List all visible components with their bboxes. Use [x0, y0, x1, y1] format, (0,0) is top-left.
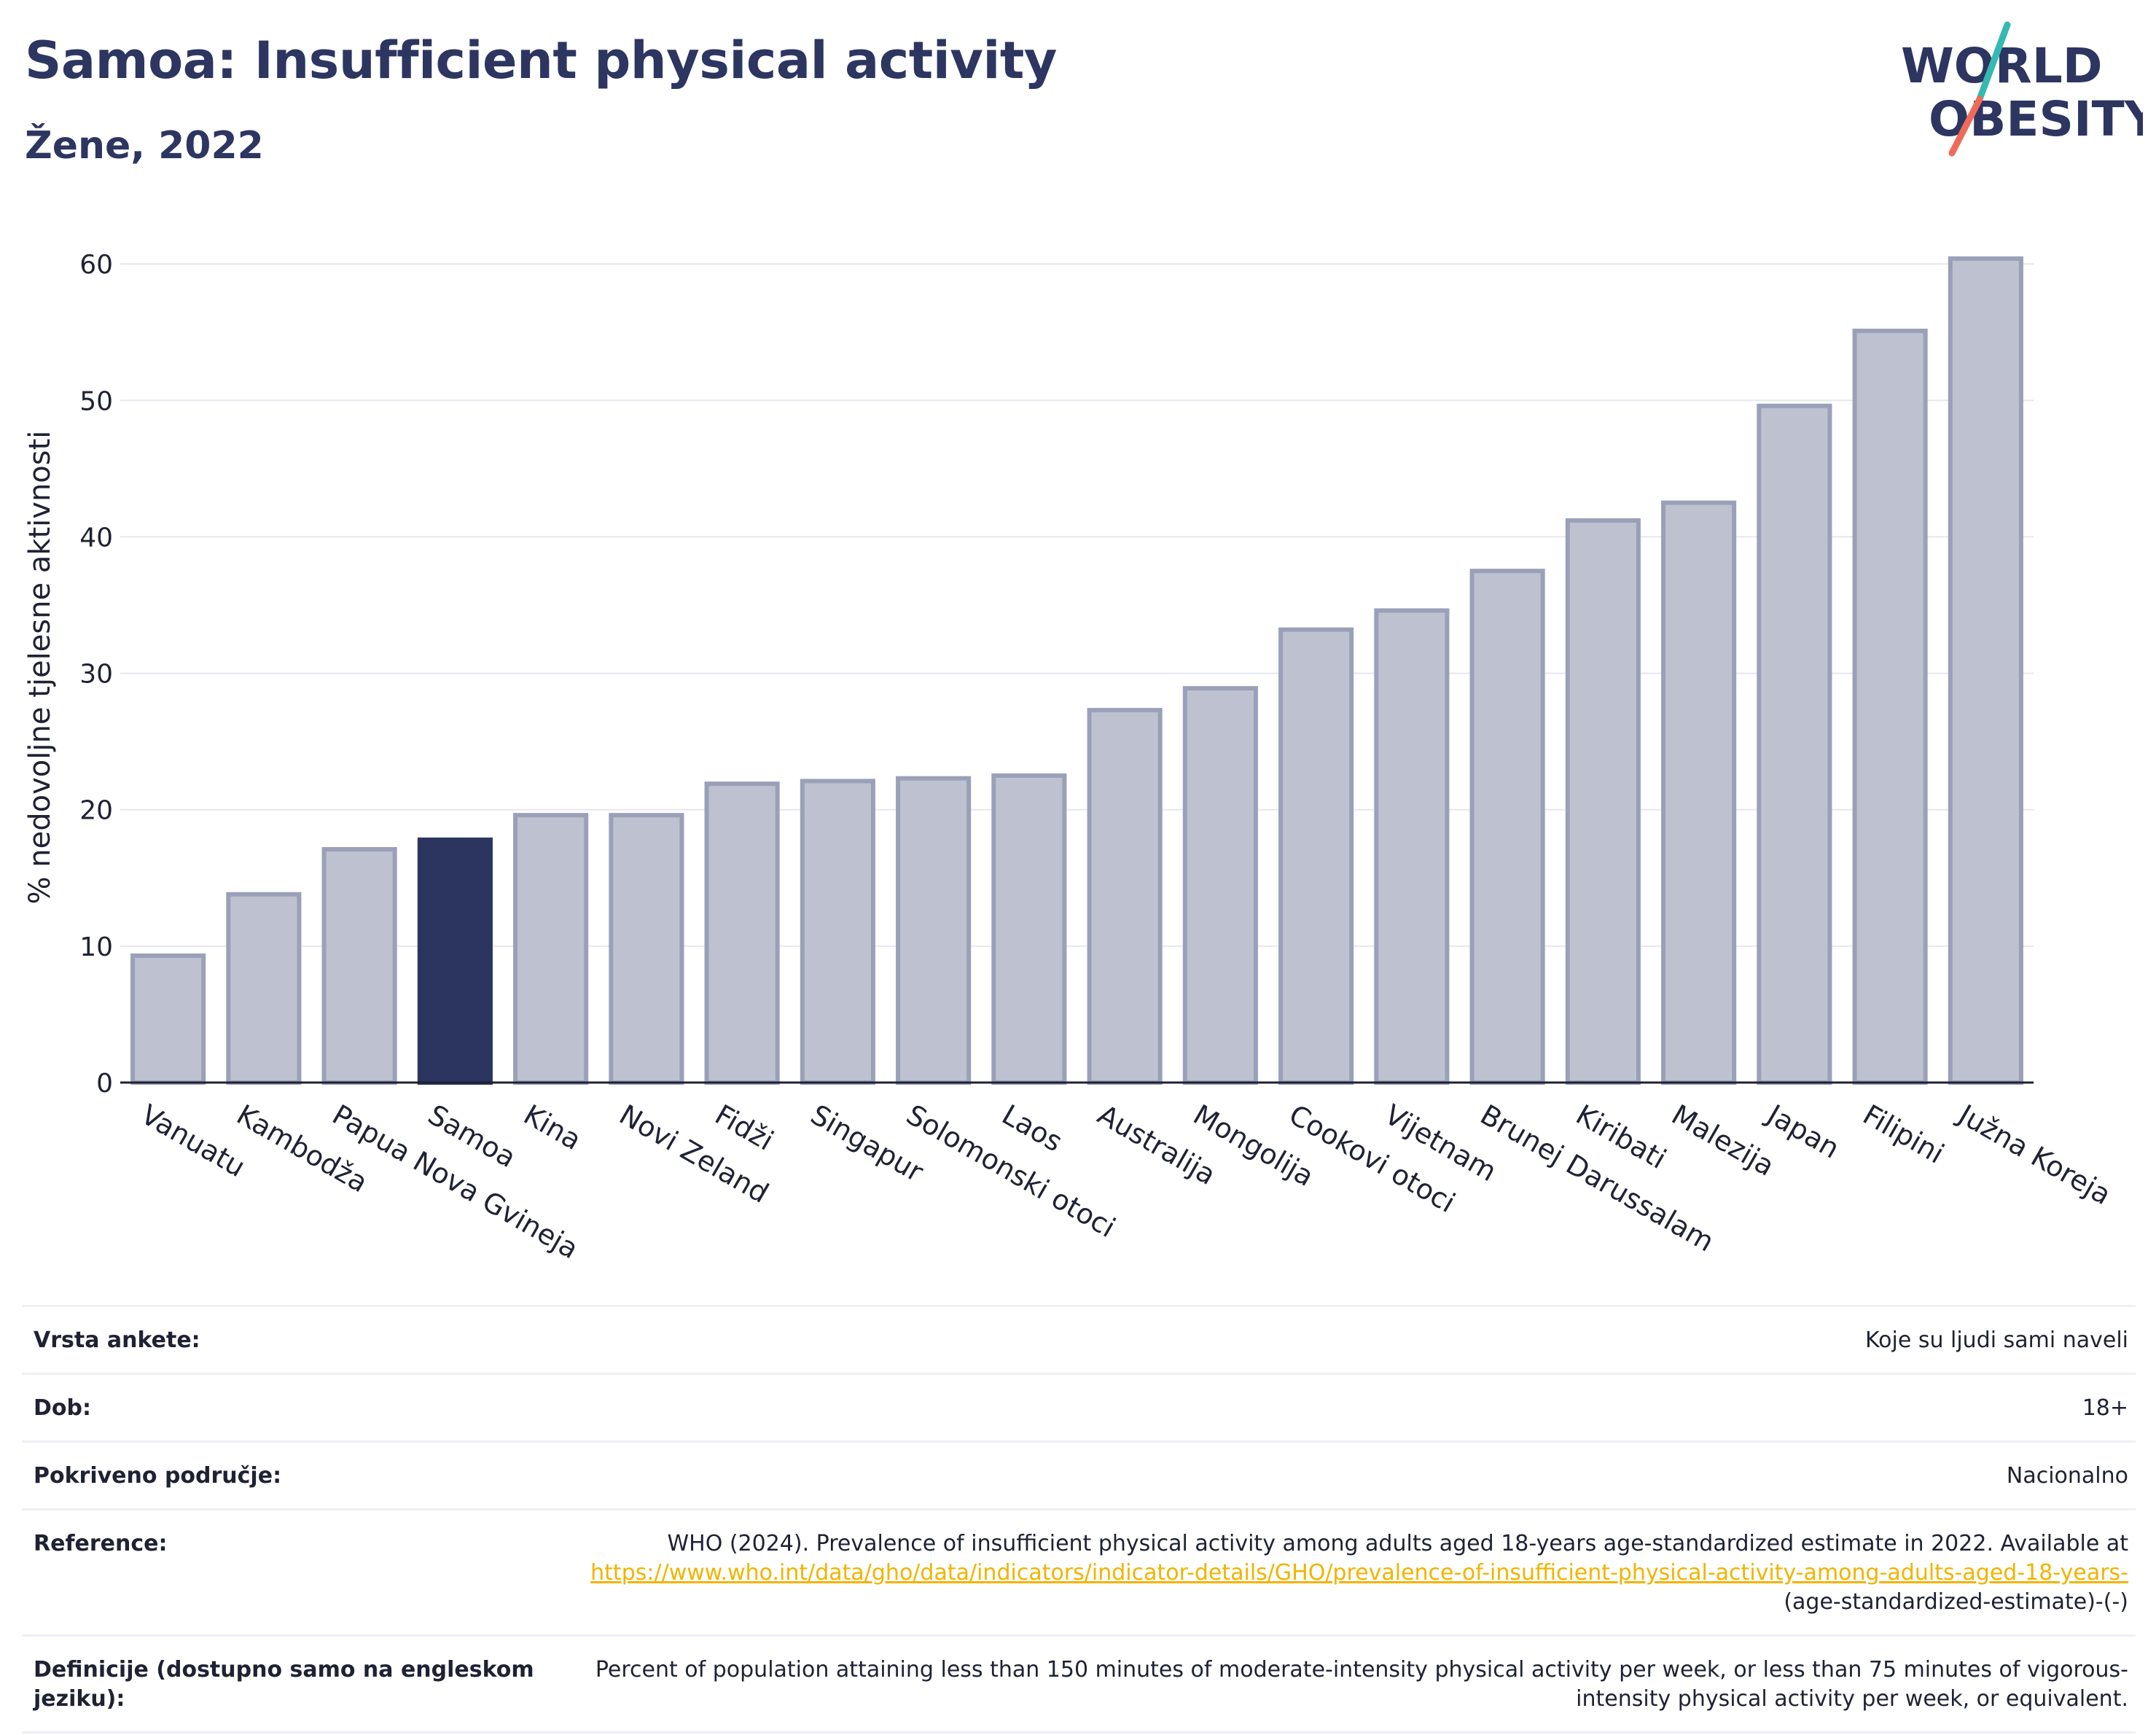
bar-samoa: [417, 837, 493, 1085]
bar-kambodža: [226, 892, 302, 1085]
meta-row-age: Dob: 18+: [22, 1373, 2136, 1442]
y-axis-label: % nedovoljne tjelesne aktivnosti: [23, 431, 57, 905]
meta-value-survey: Koje su ljudi sami naveli: [566, 1305, 2136, 1374]
reference-tail: (age-standardized-estimate)-(-): [1784, 1589, 2128, 1615]
y-tick-label: 60: [79, 250, 113, 280]
x-tick-label: Fidži: [710, 1099, 779, 1157]
meta-row-coverage: Pokriveno područje: Nacionalno: [22, 1440, 2136, 1510]
bar-brunej-darussalam: [1469, 569, 1545, 1085]
x-tick-label: Laos: [996, 1099, 1068, 1158]
meta-label-reference: Reference:: [22, 1508, 566, 1636]
meta-value-coverage: Nacionalno: [566, 1440, 2136, 1510]
reference-link[interactable]: https://www.who.int/data/gho/data/indica…: [590, 1560, 2128, 1586]
logo-slash-coral: [1948, 95, 1983, 157]
bar-solomonski-otoci: [896, 776, 972, 1085]
x-tick-label: Vanuatu: [136, 1099, 251, 1183]
bar-kiribati: [1565, 518, 1641, 1085]
bar-mongolija: [1182, 686, 1258, 1085]
bar-filipini: [1852, 328, 1928, 1085]
bar-vijetnam: [1374, 608, 1450, 1085]
gridlines: [120, 263, 2034, 1083]
world-obesity-logo: WORLD OBESITY: [1901, 21, 2143, 157]
logo-slash-teal: [1976, 21, 2011, 103]
y-axis-ticks: 0 10 20 30 40 50 60: [79, 250, 113, 1099]
y-tick-label: 20: [79, 796, 113, 826]
bar-laos: [991, 773, 1067, 1085]
meta-value-reference: WHO (2024). Prevalence of insufficient p…: [566, 1508, 2136, 1636]
x-tick-label: Cookovi otoci: [1284, 1099, 1461, 1220]
bar-vanuatu: [130, 953, 206, 1085]
bar-malezija: [1661, 500, 1737, 1085]
y-tick-label: 40: [79, 523, 113, 553]
y-tick-label: 0: [96, 1069, 113, 1099]
bars: [130, 256, 2023, 1085]
y-tick-label: 10: [79, 932, 113, 962]
bar-novi-zeland: [609, 813, 684, 1085]
bar-južna-koreja: [1948, 256, 2023, 1085]
bar-japan: [1757, 403, 1832, 1085]
bar-australija: [1087, 708, 1163, 1085]
chart-title: Samoa: Insufficient physical activity: [25, 31, 1057, 90]
meta-label-survey: Vrsta ankete:: [22, 1305, 566, 1374]
x-tick-label: Malezija: [1666, 1099, 1780, 1182]
x-tick-label: Južna Koreja: [1952, 1098, 2117, 1212]
bar-cookovi-otoci: [1278, 627, 1354, 1085]
x-tick-label: Kina: [518, 1099, 587, 1157]
metadata-table: Vrsta ankete: Koje su ljudi sami naveli …: [22, 1305, 2136, 1734]
chart-subtitle: Žene, 2022: [25, 124, 264, 168]
meta-label-coverage: Pokriveno područje:: [22, 1440, 566, 1510]
reference-text: WHO (2024). Prevalence of insufficient p…: [667, 1531, 2128, 1556]
y-tick-label: 50: [79, 386, 113, 416]
meta-row-reference: Reference: WHO (2024). Prevalence of ins…: [22, 1508, 2136, 1636]
meta-label-age: Dob:: [22, 1373, 566, 1442]
meta-value-definition: Percent of population attaining less tha…: [566, 1634, 2136, 1734]
meta-label-definition: Definicije (dostupno samo na engleskom j…: [22, 1634, 566, 1734]
bar-papua-nova-gvineja: [321, 846, 397, 1085]
meta-row-survey: Vrsta ankete: Koje su ljudi sami naveli: [22, 1305, 2136, 1374]
logo-text-obesity: OBESITY: [1929, 91, 2143, 147]
y-tick-label: 30: [79, 660, 113, 690]
bar-fidži: [704, 781, 780, 1085]
meta-value-age: 18+: [566, 1373, 2136, 1442]
meta-row-definition: Definicije (dostupno samo na engleskom j…: [22, 1634, 2136, 1734]
bar-singapur: [800, 779, 875, 1085]
x-tick-label: Filipini: [1858, 1099, 1950, 1170]
bar-kina: [513, 813, 589, 1085]
